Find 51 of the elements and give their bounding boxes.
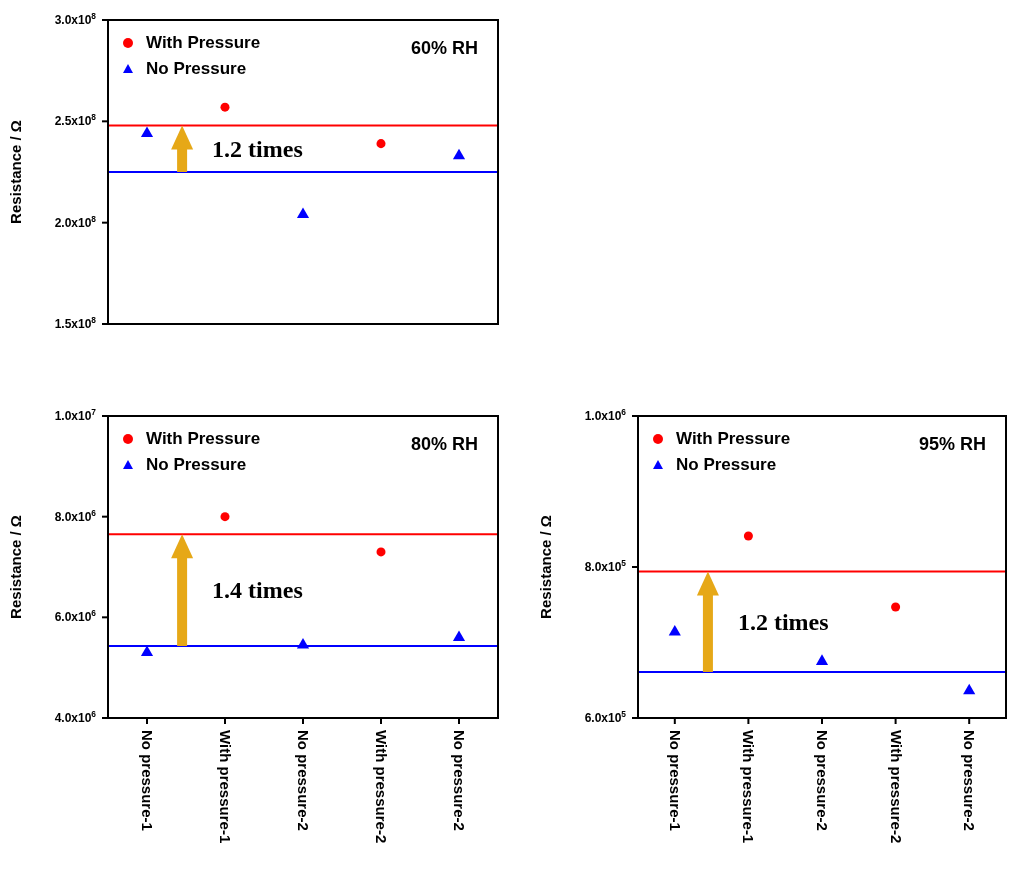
point [743, 531, 753, 541]
y-tick-label: 6.0x10$^{5}$ [584, 709, 627, 725]
legend-label: With Pressure [146, 33, 261, 52]
point [140, 126, 154, 137]
legend-label: With Pressure [676, 429, 791, 448]
point [376, 139, 386, 149]
point [140, 645, 154, 657]
y-tick-label: 3.0x10$^{8}$ [54, 11, 97, 27]
annotation: 1.4 times [212, 577, 303, 604]
x-tick-label: No pressure-2 [295, 730, 312, 831]
y-axis-title: Resistance / Ω [7, 515, 25, 619]
legend-label: No Pressure [146, 59, 247, 78]
annotation: 1.2 times [737, 608, 829, 635]
point [963, 683, 976, 695]
x-tick-label: With pressure-2 [887, 730, 905, 844]
point [296, 207, 310, 219]
y-axis-title: Resistance / Ω [537, 515, 555, 619]
x-tick-label: No pressure-2 [814, 730, 831, 831]
x-tick-label: No pressure-1 [139, 730, 156, 831]
y-tick-label: 1.5x10$^{8}$ [54, 315, 97, 331]
y-axis-title: Resistance / Ω [7, 120, 25, 224]
point [452, 630, 466, 641]
legend-label: With Pressure [146, 429, 261, 448]
annotation: 60% RH [410, 38, 478, 58]
x-tick-label: With pressure-1 [740, 730, 758, 844]
legend-label: No Pressure [676, 455, 777, 474]
point [220, 102, 230, 112]
y-tick-label: 2.5x10$^{8}$ [54, 112, 97, 129]
x-tick-label: With pressure-2 [373, 730, 390, 844]
annotation: 80% RH [410, 434, 478, 454]
point [668, 624, 681, 636]
y-tick-label: 2.0x10$^{8}$ [54, 213, 97, 230]
y-tick-label: 6.0x10$^{6}$ [54, 608, 97, 625]
annotation: 1.2 times [212, 135, 303, 162]
point [815, 654, 829, 665]
point [220, 512, 230, 522]
x-tick-label: With pressure-1 [217, 730, 234, 844]
x-tick-label: No pressure-1 [666, 730, 684, 831]
point [891, 602, 901, 612]
point [452, 148, 466, 160]
y-tick-label: 8.0x10$^{6}$ [54, 507, 97, 524]
point [376, 547, 386, 557]
y-tick-label: 1.0x10$^{7}$ [54, 407, 97, 423]
y-tick-label: 1.0x10$^{6}$ [584, 407, 627, 423]
y-tick-label: 8.0x10$^{5}$ [584, 558, 627, 574]
x-tick-label: No pressure-2 [961, 730, 979, 831]
legend-label: No Pressure [146, 455, 247, 474]
annotation: 95% RH [918, 434, 986, 454]
point [296, 638, 310, 649]
x-tick-label: No pressure-2 [451, 730, 468, 831]
y-tick-label: 4.0x10$^{6}$ [54, 709, 97, 725]
